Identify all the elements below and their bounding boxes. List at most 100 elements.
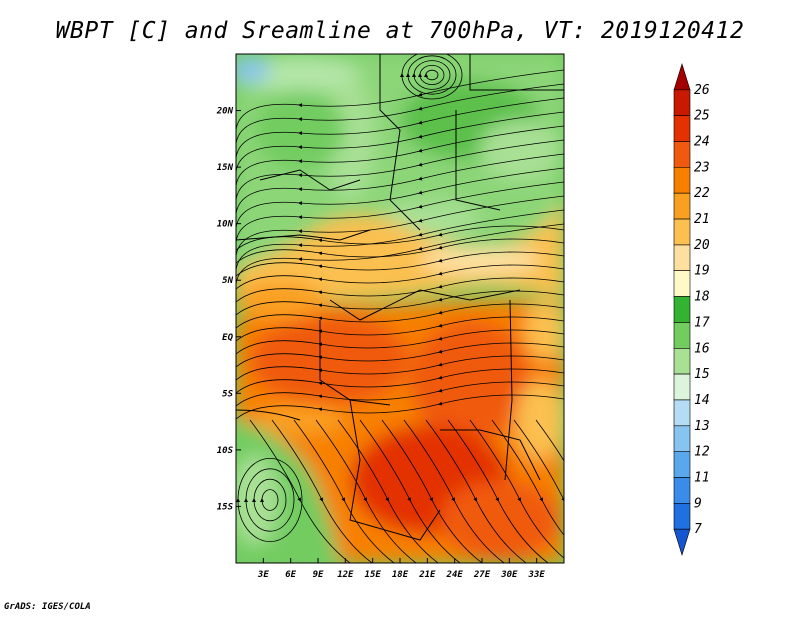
streamline bbox=[236, 458, 303, 542]
streamline bbox=[236, 238, 564, 264]
colorbar-bin bbox=[673, 373, 691, 401]
lon-tick-label: 15E bbox=[365, 570, 382, 580]
axis-ticks: 3E 6E 9E 12E 15E 18E 21E 24E 27E 30E 33E 20N 15N 10N 5… bbox=[216, 107, 546, 580]
streamline bbox=[236, 303, 564, 329]
streamline bbox=[249, 419, 351, 563]
colorbar-bin bbox=[673, 347, 691, 375]
streamline bbox=[236, 111, 564, 173]
colorbar-label: 25 bbox=[694, 109, 710, 124]
lat-tick-label: 5N bbox=[222, 276, 233, 286]
colorbar-bin bbox=[673, 322, 691, 349]
colorbar-label: 24 bbox=[694, 135, 710, 150]
streamline bbox=[236, 277, 564, 303]
streamline bbox=[403, 419, 505, 563]
colorbar-bin bbox=[673, 451, 691, 478]
streamline bbox=[293, 419, 395, 563]
colorbar-label: 23 bbox=[694, 160, 710, 175]
streamline bbox=[236, 329, 564, 355]
lat-tick-label: 15N bbox=[217, 163, 234, 173]
lat-tick-label: 20N bbox=[216, 107, 234, 117]
colorbar-label: 17 bbox=[694, 315, 710, 330]
grads-credit: GrADS: IGES/COLA bbox=[4, 602, 91, 612]
streamline bbox=[513, 419, 564, 502]
streamline bbox=[271, 419, 373, 563]
streamline bbox=[236, 290, 564, 316]
colorbar-bin bbox=[673, 270, 691, 297]
colorbar-label: 21 bbox=[694, 212, 710, 227]
streamline bbox=[252, 478, 287, 522]
colorbar-label: 14 bbox=[694, 393, 710, 408]
colorbar-bin bbox=[673, 62, 691, 91]
streamline bbox=[236, 167, 564, 229]
colorbar-bin bbox=[673, 167, 691, 194]
lat-tick-label: 5S bbox=[222, 389, 233, 399]
streamline bbox=[535, 419, 564, 462]
lat-tick-label: 15S bbox=[217, 502, 234, 512]
streamline bbox=[236, 264, 564, 290]
streamline bbox=[236, 97, 564, 159]
streamline bbox=[359, 419, 461, 563]
streamline bbox=[236, 381, 564, 407]
streamline bbox=[337, 419, 439, 563]
streamline bbox=[412, 60, 451, 90]
streamline bbox=[236, 394, 564, 420]
lon-tick-label: 21E bbox=[418, 570, 436, 580]
colorbar-label: 9 bbox=[694, 496, 702, 511]
lon-tick-label: 12E bbox=[337, 570, 354, 580]
streamline bbox=[447, 419, 549, 563]
colorbar-label: 26 bbox=[694, 83, 710, 98]
colorbar-bin bbox=[673, 528, 691, 557]
streamline bbox=[236, 139, 564, 201]
lon-tick-label: 18E bbox=[392, 570, 409, 580]
lon-tick-label: 9E bbox=[313, 570, 324, 580]
colorbar-bin bbox=[673, 192, 691, 220]
streamline bbox=[236, 342, 564, 368]
streamline bbox=[260, 489, 279, 511]
colorbar-bin bbox=[673, 296, 691, 323]
lon-tick-label: 33E bbox=[528, 570, 546, 580]
streamline bbox=[236, 316, 564, 342]
colorbar-bin bbox=[673, 425, 691, 452]
country-borders bbox=[236, 54, 564, 541]
streamline bbox=[315, 419, 417, 563]
colorbar-label: 18 bbox=[694, 290, 710, 305]
streamline bbox=[424, 69, 439, 81]
streamline bbox=[400, 54, 463, 100]
colorbar-label: 13 bbox=[694, 419, 710, 434]
colorbar-label: 19 bbox=[694, 264, 710, 279]
colorbar-label: 7 bbox=[694, 522, 702, 537]
colorbar-bin bbox=[673, 115, 691, 142]
colorbar-bin bbox=[673, 244, 691, 272]
streamline bbox=[236, 83, 564, 145]
streamline bbox=[236, 355, 564, 381]
streamline bbox=[244, 468, 295, 532]
streamline bbox=[236, 251, 564, 277]
colorbar-bin bbox=[673, 399, 691, 427]
colorbar-label: 20 bbox=[694, 238, 710, 253]
streamline bbox=[236, 153, 564, 215]
colorbar-label: 12 bbox=[694, 445, 710, 460]
streamline bbox=[406, 55, 457, 95]
streamline bbox=[236, 181, 564, 243]
streamline bbox=[236, 223, 564, 285]
colorbar: 26 25 24 23 22 21 20 19 18 17 16 15 14 13 12 11 9 7 bbox=[673, 62, 710, 557]
streamline bbox=[381, 419, 483, 563]
colorbar-bin bbox=[673, 89, 691, 116]
lon-tick-label: 3E bbox=[257, 570, 269, 580]
lat-tick-label: 10N bbox=[217, 220, 234, 230]
lat-tick-label: 10S bbox=[217, 446, 234, 456]
colorbar-bin bbox=[673, 503, 691, 530]
colorbar-bin bbox=[673, 218, 691, 246]
page-title: WBPT [C] and Sreamline at 700hPa, VT: 20… bbox=[55, 18, 745, 44]
streamline bbox=[236, 368, 564, 394]
colorbar-label: 11 bbox=[694, 470, 710, 485]
streamline bbox=[236, 195, 564, 257]
lon-tick-label: 24E bbox=[446, 570, 464, 580]
colorbar-label: 15 bbox=[694, 367, 710, 382]
streamline bbox=[236, 125, 564, 187]
streamline bbox=[236, 209, 564, 271]
lon-tick-label: 27E bbox=[473, 570, 491, 580]
wbpt-shading bbox=[236, 54, 564, 563]
colorbar-label: 16 bbox=[694, 341, 710, 356]
